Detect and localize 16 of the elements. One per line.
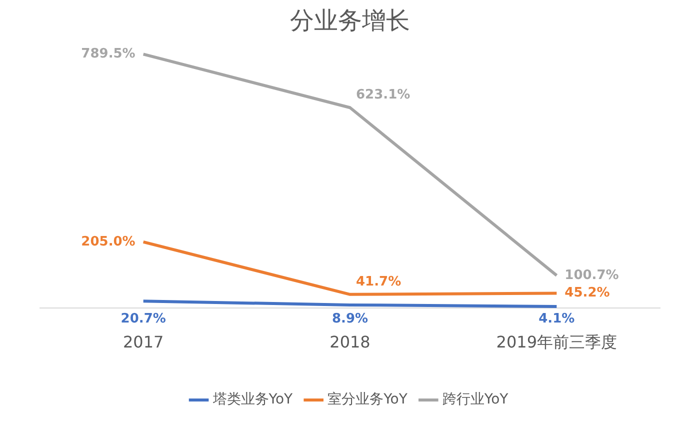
data-label: 100.7% — [564, 268, 619, 283]
data-label: 623.1% — [356, 88, 410, 103]
data-label: 789.5% — [81, 46, 136, 62]
x-tick-label: 2018 — [330, 332, 370, 352]
x-tick-label: 2019年前三季度 — [496, 332, 618, 352]
data-label: 41.7% — [356, 274, 402, 290]
legend-label: 跨行业YoY — [442, 392, 509, 408]
data-label: 20.7% — [120, 312, 166, 327]
legend-label: 塔类业务YoY — [212, 392, 294, 408]
data-label: 45.2% — [564, 286, 610, 301]
chart-title: 分业务增长 — [290, 6, 410, 35]
x-tick-label: 2017 — [122, 332, 164, 352]
legend-label: 室分业务YoY — [328, 392, 408, 408]
data-label: 8.9% — [332, 312, 368, 327]
data-label: 4.1% — [538, 312, 575, 327]
data-label: 205.0% — [81, 234, 136, 250]
